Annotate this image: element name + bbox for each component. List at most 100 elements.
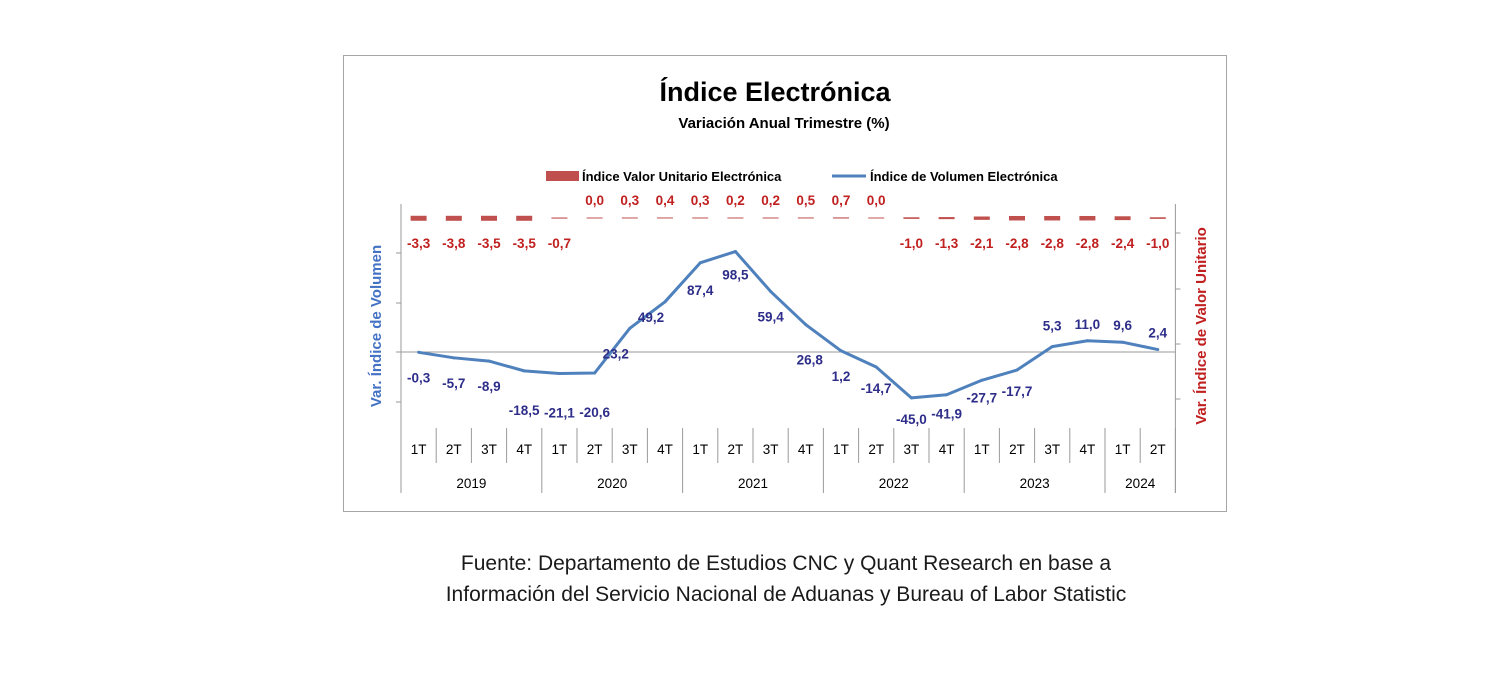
unit-value-mark bbox=[973, 216, 990, 220]
volume-point bbox=[452, 356, 456, 360]
unit-value-mark bbox=[1079, 215, 1096, 221]
volume-point bbox=[874, 365, 878, 369]
x-axis-tick-label: 1T bbox=[692, 442, 708, 457]
unit-value-data-label: -1,3 bbox=[935, 236, 959, 251]
unit-value-mark bbox=[1149, 217, 1166, 219]
x-axis-tick-label: 3T bbox=[622, 442, 638, 457]
volume-point bbox=[417, 350, 421, 354]
volume-data-label: 59,4 bbox=[757, 309, 784, 324]
volume-data-label: -20,6 bbox=[579, 405, 610, 420]
x-axis-year-label: 2024 bbox=[1125, 476, 1156, 491]
x-axis-tick-label: 2T bbox=[587, 442, 603, 457]
unit-value-mark bbox=[445, 215, 462, 221]
unit-value-mark bbox=[1044, 215, 1061, 221]
legend: Índice Valor Unitario Electrónica Índice… bbox=[546, 169, 1058, 184]
unit-value-data-label: 0,7 bbox=[832, 193, 851, 208]
unit-value-data-label: 0,0 bbox=[867, 193, 886, 208]
volume-data-label: -14,7 bbox=[861, 381, 892, 396]
unit-value-data-label: -3,5 bbox=[513, 236, 537, 251]
unit-value-mark bbox=[551, 217, 568, 219]
volume-point bbox=[945, 393, 949, 397]
source-line-1: Fuente: Departamento de Estudios CNC y Q… bbox=[460, 552, 1112, 575]
x-axis-tick-label: 2T bbox=[728, 442, 744, 457]
unit-value-data-label: 0,3 bbox=[620, 193, 639, 208]
unit-value-data-label: -3,3 bbox=[407, 236, 431, 251]
volume-data-label: -17,7 bbox=[1002, 384, 1033, 399]
x-axis-tick-label: 2T bbox=[446, 442, 462, 457]
volume-point bbox=[733, 250, 737, 254]
volume-data-label: -27,7 bbox=[966, 390, 997, 405]
unit-value-data-label: -1,0 bbox=[900, 236, 923, 251]
volume-point bbox=[1121, 340, 1125, 344]
legend-label-volume: Índice de Volumen Electrónica bbox=[870, 169, 1058, 184]
unit-value-mark bbox=[797, 217, 814, 219]
x-axis-year-label: 2019 bbox=[456, 476, 486, 491]
y-axis-title-right: Var. Índice de Valor Unitario bbox=[1193, 227, 1210, 425]
unit-value-mark bbox=[621, 217, 638, 219]
unit-value-mark bbox=[938, 217, 955, 220]
volume-data-label: -41,9 bbox=[931, 407, 962, 422]
chart-subtitle: Variación Anual Trimestre (%) bbox=[678, 115, 889, 132]
x-axis-year-label: 2021 bbox=[738, 476, 768, 491]
volume-data-label: -8,9 bbox=[477, 379, 500, 394]
unit-value-data-label: -3,8 bbox=[442, 236, 466, 251]
x-axis-tick-label: 1T bbox=[552, 442, 568, 457]
chart-svg: Índice Electrónica Variación Anual Trime… bbox=[368, 76, 1210, 493]
x-axis-year-label: 2023 bbox=[1020, 476, 1050, 491]
volume-line bbox=[418, 250, 1159, 400]
unit-value-data-label: -1,0 bbox=[1146, 236, 1169, 251]
volume-point bbox=[839, 349, 843, 353]
unit-value-data-label: -2,8 bbox=[1041, 236, 1065, 251]
unit-value-mark bbox=[516, 215, 533, 221]
volume-point bbox=[909, 396, 913, 400]
unit-value-data-label: 0,3 bbox=[691, 193, 710, 208]
unit-value-mark bbox=[903, 217, 920, 219]
volume-data-label: 23,2 bbox=[603, 346, 629, 361]
volume-point bbox=[628, 326, 632, 330]
volume-data-label: 5,3 bbox=[1043, 319, 1062, 334]
volume-data-label: 26,8 bbox=[797, 353, 824, 368]
legend-label-unit-value: Índice Valor Unitario Electrónica bbox=[582, 169, 782, 184]
x-axis-tick-label: 1T bbox=[833, 442, 849, 457]
x-axis-tick-label: 4T bbox=[657, 442, 673, 457]
x-axis-tick-label: 3T bbox=[763, 442, 779, 457]
unit-value-mark bbox=[586, 217, 603, 219]
volume-point bbox=[593, 371, 597, 375]
unit-value-data-label: 0,5 bbox=[796, 193, 815, 208]
unit-value-data-label: 0,2 bbox=[726, 193, 745, 208]
x-axis-tick-label: 4T bbox=[1080, 442, 1096, 457]
volume-data-label: -5,7 bbox=[442, 376, 465, 391]
volume-point bbox=[1015, 368, 1019, 372]
unit-value-data-label: -2,8 bbox=[1076, 236, 1100, 251]
source-note: Fuente: Departamento de Estudios CNC y Q… bbox=[0, 548, 1500, 610]
unit-value-mark bbox=[868, 217, 885, 219]
volume-data-label: -0,3 bbox=[407, 370, 431, 385]
x-axis-tick-label: 3T bbox=[1044, 442, 1060, 457]
x-axis-tick-label: 2T bbox=[868, 442, 884, 457]
y-axis-title-left: Var. Índice de Volumen bbox=[368, 245, 385, 407]
volume-data-label: 2,4 bbox=[1148, 326, 1167, 341]
unit-value-mark bbox=[1009, 215, 1025, 221]
unit-value-mark bbox=[1114, 216, 1131, 221]
unit-value-data-label: -0,7 bbox=[548, 236, 571, 251]
unit-value-data-label: 0,0 bbox=[585, 193, 604, 208]
x-axis-tick-label: 4T bbox=[939, 442, 955, 457]
unit-value-data-label: -2,1 bbox=[970, 236, 994, 251]
volume-data-label: -21,1 bbox=[544, 406, 575, 421]
x-axis-tick-label: 2T bbox=[1009, 442, 1025, 457]
unit-value-data-label: -2,4 bbox=[1111, 236, 1135, 251]
volume-point bbox=[698, 261, 702, 265]
unit-value-mark bbox=[833, 217, 849, 219]
unit-value-mark bbox=[481, 215, 497, 221]
volume-data-label: 9,6 bbox=[1113, 318, 1132, 333]
volume-point bbox=[487, 359, 491, 363]
volume-data-label: 49,2 bbox=[638, 310, 664, 325]
volume-point bbox=[1050, 345, 1054, 349]
chart-title: Índice Electrónica bbox=[659, 76, 891, 107]
volume-point bbox=[557, 372, 561, 376]
unit-value-mark bbox=[692, 217, 709, 219]
unit-value-series: -3,3 -3,8 -3,5 -3,5 -0,7 0,0 0,3 0,4 0,3 0,2 0,2 0,… bbox=[407, 193, 1169, 251]
volume-point bbox=[1156, 348, 1160, 352]
volume-data-label: 1,2 bbox=[832, 369, 851, 384]
x-axis-tick-label: 1T bbox=[974, 442, 990, 457]
